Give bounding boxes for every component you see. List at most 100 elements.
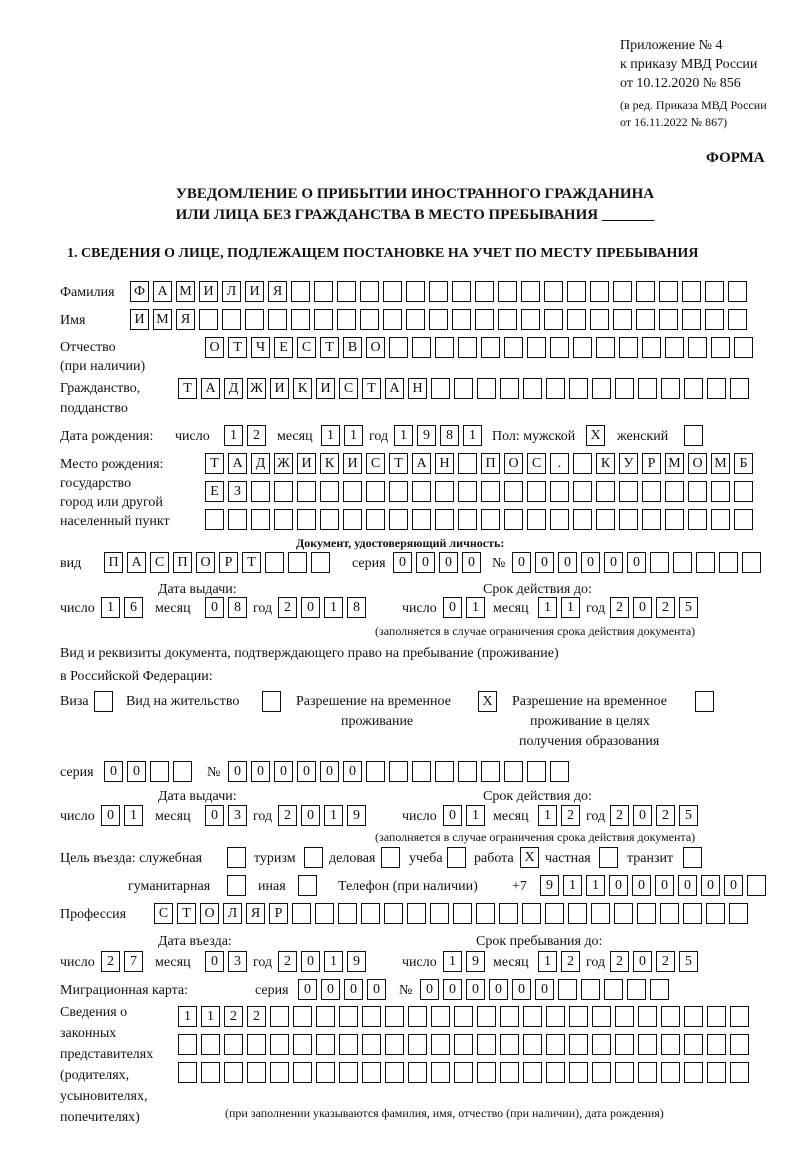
char-cell[interactable]: 9 [540,875,559,896]
char-cell[interactable]: 0 [439,552,458,573]
char-cell[interactable] [673,552,692,573]
char-cell[interactable] [293,1034,312,1055]
char-cell[interactable] [477,1006,496,1027]
char-cell[interactable] [453,903,472,924]
char-cell[interactable]: И [199,281,218,302]
char-cell[interactable] [711,509,730,530]
char-cell[interactable] [389,509,408,530]
char-cell[interactable]: 0 [558,552,577,573]
char-cell[interactable]: О [205,337,224,358]
char-cell[interactable]: О [504,453,523,474]
char-cell[interactable] [573,509,592,530]
char-cell[interactable]: 0 [462,552,481,573]
char-cell[interactable]: И [130,309,149,330]
char-cell[interactable] [227,847,246,868]
char-cell[interactable] [527,337,546,358]
char-cell[interactable]: 0 [205,805,224,826]
char-cell[interactable] [389,337,408,358]
char-cell[interactable] [613,281,632,302]
char-cell[interactable]: 9 [347,805,366,826]
char-cell[interactable]: А [228,453,247,474]
char-cell[interactable]: 0 [298,979,317,1000]
char-cell[interactable] [642,509,661,530]
char-cell[interactable]: 1 [563,875,582,896]
char-cell[interactable]: Р [269,903,288,924]
char-cell[interactable] [742,552,761,573]
char-cell[interactable] [339,1034,358,1055]
char-cell[interactable] [498,309,517,330]
char-cell[interactable]: X [478,691,497,712]
char-cell[interactable] [615,1006,634,1027]
char-cell[interactable] [173,761,192,782]
char-cell[interactable] [567,309,586,330]
char-cell[interactable] [475,281,494,302]
char-cell[interactable] [481,337,500,358]
char-cell[interactable]: 2 [247,1006,266,1027]
char-cell[interactable] [619,509,638,530]
char-cell[interactable] [452,281,471,302]
char-cell[interactable] [707,1006,726,1027]
char-cell[interactable]: 0 [393,552,412,573]
char-cell[interactable] [614,903,633,924]
char-cell[interactable] [201,1062,220,1083]
char-cell[interactable]: Н [408,378,427,399]
char-cell[interactable]: Т [228,337,247,358]
char-cell[interactable]: 0 [581,552,600,573]
char-cell[interactable] [385,1034,404,1055]
char-cell[interactable] [684,1006,703,1027]
char-cell[interactable] [661,1062,680,1083]
char-cell[interactable]: 0 [632,875,651,896]
char-cell[interactable] [615,1062,634,1083]
char-cell[interactable] [613,309,632,330]
char-cell[interactable]: А [412,453,431,474]
char-cell[interactable] [430,903,449,924]
char-cell[interactable] [705,281,724,302]
char-cell[interactable]: 3 [228,951,247,972]
char-cell[interactable]: 1 [224,425,243,446]
char-cell[interactable] [245,309,264,330]
char-cell[interactable] [385,1006,404,1027]
char-cell[interactable] [297,481,316,502]
char-cell[interactable] [315,903,334,924]
char-cell[interactable] [636,281,655,302]
char-cell[interactable]: 0 [320,761,339,782]
char-cell[interactable] [696,552,715,573]
char-cell[interactable]: 0 [466,979,485,1000]
char-cell[interactable] [298,875,317,896]
char-cell[interactable]: 3 [228,805,247,826]
char-cell[interactable]: Ф [130,281,149,302]
char-cell[interactable] [734,509,753,530]
char-cell[interactable] [178,1062,197,1083]
char-cell[interactable]: П [104,552,123,573]
char-cell[interactable]: 1 [321,425,340,446]
char-cell[interactable]: 1 [443,951,462,972]
char-cell[interactable] [707,378,726,399]
char-cell[interactable] [435,337,454,358]
char-cell[interactable]: 1 [124,805,143,826]
char-cell[interactable] [550,509,569,530]
char-cell[interactable]: Д [224,378,243,399]
char-cell[interactable]: Р [219,552,238,573]
char-cell[interactable] [454,1034,473,1055]
char-cell[interactable] [500,378,519,399]
char-cell[interactable] [343,509,362,530]
char-cell[interactable] [362,1062,381,1083]
char-cell[interactable] [311,552,330,573]
char-cell[interactable] [389,761,408,782]
birthplace-line-3[interactable] [205,509,753,530]
char-cell[interactable]: С [339,378,358,399]
char-cell[interactable] [695,691,714,712]
char-cell[interactable] [477,1034,496,1055]
